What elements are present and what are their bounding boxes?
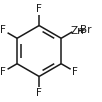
Text: F: F xyxy=(36,4,42,14)
Text: F: F xyxy=(0,67,6,77)
Text: Zn: Zn xyxy=(70,26,84,36)
Text: F: F xyxy=(73,67,78,77)
Text: F: F xyxy=(0,25,6,35)
Text: Br: Br xyxy=(80,25,91,35)
Text: F: F xyxy=(36,88,42,98)
